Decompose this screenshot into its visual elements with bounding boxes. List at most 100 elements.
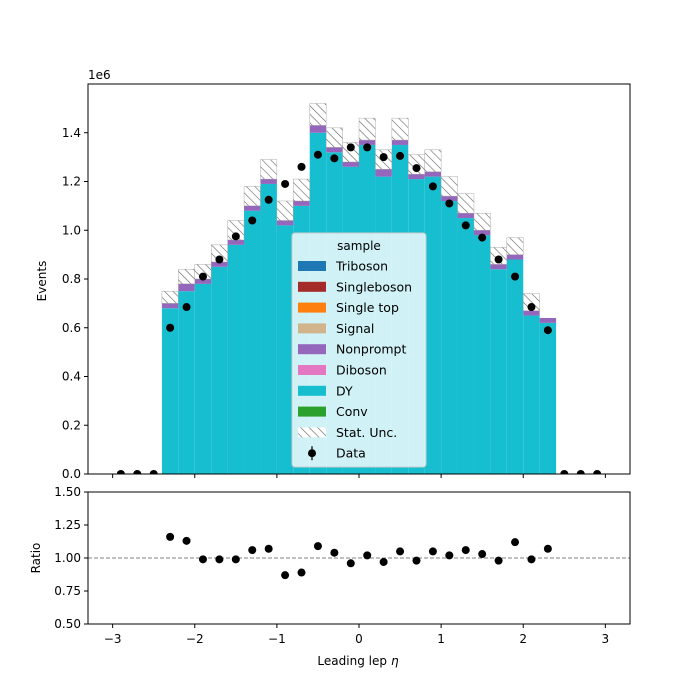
bar-nonprompt-1 <box>178 283 195 292</box>
legend-swatch-conv <box>298 406 326 417</box>
legend-marker-data <box>308 449 316 458</box>
y-tick-label-2: 0.4 <box>62 370 81 384</box>
bar-nonprompt-13 <box>375 169 392 177</box>
bar-nonprompt-0 <box>161 303 179 309</box>
legend: sample Triboson Singleboson Single top Signa… <box>291 232 427 468</box>
bar-dy-6 <box>260 183 277 474</box>
ratio-point-8 <box>297 568 306 577</box>
ratio-y-tick-label-4: 1.50 <box>54 485 81 499</box>
data-point-2 <box>149 470 158 474</box>
legend-label-dy: DY <box>336 383 353 398</box>
y-axis-label: Events <box>35 261 49 302</box>
x-axis-label-symbol: η <box>391 654 399 668</box>
bar-nonprompt-9 <box>309 125 327 133</box>
bar-nonprompt-19 <box>473 230 491 236</box>
bar-nonprompt-6 <box>260 179 277 184</box>
ratio-point-20 <box>494 556 503 565</box>
ratio-y-tick-label-2: 1.00 <box>54 551 81 565</box>
stat-unc-band-5 <box>243 186 261 207</box>
x-tick-label-3: 0 <box>355 632 363 646</box>
ratio-point-19 <box>478 550 487 559</box>
data-point-11 <box>297 162 306 171</box>
data-point-3 <box>166 323 175 332</box>
legend-label-nonprompt: Nonprompt <box>336 342 406 357</box>
ratio-point-21 <box>511 538 520 547</box>
bar-nonprompt-17 <box>441 196 458 201</box>
ratio-x-ticks: −3 −2 −1 0 1 2 3 <box>104 624 609 646</box>
data-point-25 <box>527 303 536 312</box>
y-tick-label-5: 1.0 <box>62 223 81 237</box>
data-point-4 <box>182 303 191 312</box>
data-point-27 <box>560 470 569 474</box>
bar-dy-18 <box>457 218 474 474</box>
legend-swatch-singleboson <box>298 281 326 292</box>
bar-nonprompt-23 <box>539 318 557 323</box>
y-tick-label-1: 0.2 <box>62 418 81 432</box>
ratio-point-0 <box>166 532 175 541</box>
legend-swatch-nonprompt <box>298 344 326 355</box>
main-x-ticks <box>112 474 606 478</box>
data-point-19 <box>428 182 437 191</box>
legend-swatch-stat-unc <box>298 427 326 438</box>
ratio-y-tick-label-3: 1.25 <box>54 518 81 532</box>
stat-unc-band-12 <box>358 117 376 141</box>
data-point-22 <box>478 233 487 242</box>
stat-unc-band-0 <box>161 290 179 304</box>
y-tick-label-7: 1.4 <box>62 126 81 140</box>
bar-nonprompt-4 <box>227 240 245 245</box>
data-point-18 <box>412 164 421 173</box>
ratio-point-18 <box>461 546 470 555</box>
stat-unc-band-17 <box>440 176 458 197</box>
data-point-29 <box>593 470 602 474</box>
legend-label-data: Data <box>336 446 366 461</box>
x-tick-label-0: −3 <box>104 632 122 646</box>
bar-nonprompt-21 <box>506 254 524 260</box>
stat-unc-band-11 <box>342 142 360 163</box>
ratio-point-7 <box>281 571 290 580</box>
bar-dy-16 <box>424 176 442 474</box>
y-tick-label-0: 0.0 <box>62 467 81 481</box>
data-point-8 <box>248 216 257 225</box>
bar-nonprompt-18 <box>457 213 474 219</box>
bar-nonprompt-5 <box>244 205 261 211</box>
data-point-17 <box>396 151 405 160</box>
bar-nonprompt-7 <box>276 220 294 226</box>
data-point-9 <box>264 195 273 204</box>
ratio-point-3 <box>215 555 224 564</box>
ratio-point-11 <box>346 559 355 568</box>
stat-unc-band-21 <box>506 237 524 255</box>
bar-dy-4 <box>227 244 245 474</box>
legend-label-conv: Conv <box>336 404 368 419</box>
data-point-14 <box>346 143 355 152</box>
bar-nonprompt-2 <box>194 279 212 284</box>
y-tick-label-4: 0.8 <box>62 272 81 286</box>
ratio-point-1 <box>182 536 191 545</box>
bar-dy-22 <box>523 315 540 474</box>
ratio-point-12 <box>363 551 372 560</box>
stat-unc-band-16 <box>424 149 442 172</box>
ratio-y-tick-label-0: 0.50 <box>54 617 81 631</box>
bar-dy-23 <box>539 322 557 474</box>
legend-swatch-triboson <box>298 261 326 271</box>
legend-label-diboson: Diboson <box>336 363 387 378</box>
stat-unc-band-9 <box>309 103 327 126</box>
bar-dy-3 <box>211 266 228 474</box>
ratio-point-10 <box>330 548 339 557</box>
ratio-y-ticks: 0.50 0.75 1.00 1.25 1.50 <box>54 485 88 631</box>
bar-nonprompt-20 <box>490 264 507 270</box>
data-point-20 <box>445 199 454 208</box>
stat-unc-band-8 <box>293 178 310 202</box>
stat-unc-band-1 <box>178 269 195 285</box>
data-point-12 <box>313 150 322 159</box>
ratio-point-2 <box>198 555 207 564</box>
legend-swatch-diboson <box>298 365 326 375</box>
data-point-15 <box>363 143 372 152</box>
x-tick-label-2: −1 <box>268 632 286 646</box>
bar-dy-20 <box>490 269 507 474</box>
bar-dy-19 <box>473 235 491 474</box>
ratio-point-5 <box>248 546 257 555</box>
ratio-point-16 <box>428 547 437 556</box>
bar-dy-21 <box>506 259 524 474</box>
data-point-23 <box>494 255 503 264</box>
